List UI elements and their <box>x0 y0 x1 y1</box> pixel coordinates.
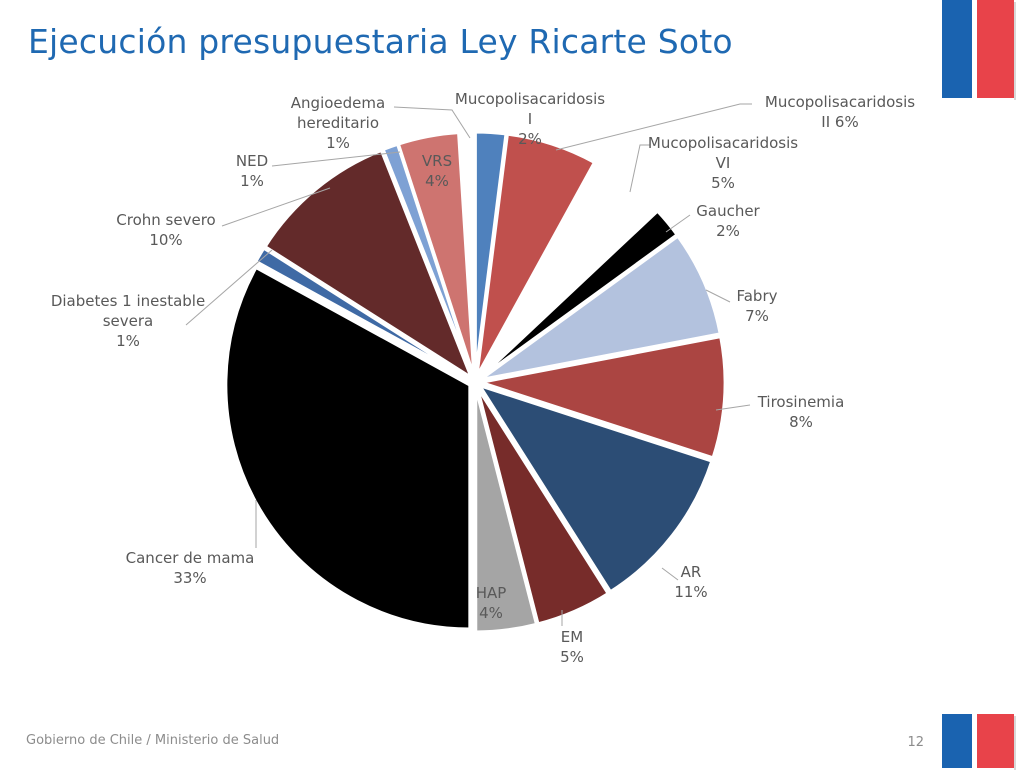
chile-flag-stripe-bottom <box>942 714 1016 770</box>
leader-line <box>705 289 731 303</box>
data-label-tirosinemia: Tirosinemia 8% <box>757 393 845 431</box>
data-label-line: severa <box>103 312 154 330</box>
data-label-line: Mucopolisacaridosis <box>765 93 915 111</box>
data-label-line: 2% <box>518 130 542 148</box>
flag-shadow <box>1014 2 1016 100</box>
data-label-line: 33% <box>173 569 206 587</box>
pie-slice-diabetes-1-inestable-severa <box>254 246 472 381</box>
data-label-line: 10% <box>149 231 182 249</box>
data-label-gaucher: Gaucher 2% <box>696 202 760 240</box>
leader-line <box>715 404 751 411</box>
data-label-line: Fabry <box>736 287 777 305</box>
data-label-line: 4% <box>479 604 503 622</box>
data-label-mucopolisacaridosis-vi: Mucopolisacaridosis VI 5% <box>648 134 798 192</box>
data-label-line: 8% <box>789 413 813 431</box>
data-label-cancer-de-mama: Cancer de mama 33% <box>126 549 255 587</box>
pie-slice-cancer-de-mama <box>224 266 472 631</box>
data-label-line: Crohn severo <box>116 211 215 229</box>
data-label-line: VRS <box>422 152 452 170</box>
flag-blue-bar <box>942 0 972 98</box>
data-label-line: 5% <box>560 648 584 666</box>
data-label-line: Mucopolisacaridosis <box>455 90 605 108</box>
pie-slice-fabry <box>479 234 722 382</box>
pie-slice-angioedema-hereditario <box>457 130 477 378</box>
pie-slice-ar <box>478 384 714 594</box>
data-label-mucopolisacaridosis-i: Mucopolisacaridosis I 2% <box>455 90 605 148</box>
page-number: 12 <box>907 735 924 750</box>
leader-line <box>393 106 471 139</box>
data-label-line: 1% <box>326 134 350 152</box>
data-label-line: 2% <box>716 222 740 240</box>
data-label-line: 4% <box>425 172 449 190</box>
data-label-angioedema-hereditario: Angioedema hereditario 1% <box>291 94 385 152</box>
data-label-fabry: Fabry 7% <box>736 287 777 325</box>
data-label-line: AR <box>681 563 702 581</box>
data-label-em: EM 5% <box>560 628 584 666</box>
data-label-line: Cancer de mama <box>126 549 255 567</box>
data-label-line: I <box>528 110 532 128</box>
data-label-line: EM <box>561 628 583 646</box>
flag-blue-bar <box>942 714 972 768</box>
data-label-line: Diabetes 1 inestable <box>51 292 205 310</box>
data-label-mucopolisacaridosis-ii: Mucopolisacaridosis II 6% <box>765 93 915 131</box>
data-label-line: 1% <box>240 172 264 190</box>
flag-red-bar <box>977 0 1014 98</box>
pie-slice-crohn-severo <box>263 149 473 379</box>
data-label-ar: AR 11% <box>674 563 707 601</box>
data-label-hap: HAP 4% <box>476 584 507 622</box>
data-label-diabetes-1-inestable-severa: Diabetes 1 inestable severa 1% <box>51 292 205 350</box>
data-label-crohn-severo: Crohn severo 10% <box>116 211 215 249</box>
data-label-line: II 6% <box>821 113 858 131</box>
data-label-line: HAP <box>476 584 507 602</box>
pie-slice-tirosinemia <box>479 335 727 460</box>
leader-line <box>271 151 401 167</box>
data-label-line: 11% <box>674 583 707 601</box>
data-label-line: 7% <box>745 307 769 325</box>
data-label-ned: NED 1% <box>236 152 268 190</box>
flag-white-gap <box>972 714 977 768</box>
pie-slice-hap <box>474 386 538 634</box>
leader-line <box>555 103 752 151</box>
flag-white-gap <box>972 0 977 98</box>
data-label-vrs: VRS 4% <box>422 152 452 190</box>
data-label-line: NED <box>236 152 268 170</box>
data-label-line: VI <box>716 154 731 172</box>
data-label-line: Mucopolisacaridosis <box>648 134 798 152</box>
chile-flag-stripe-top <box>942 0 1016 100</box>
leader-line <box>221 187 331 227</box>
leader-line <box>665 214 691 233</box>
slide-title: Ejecución presupuestaria Ley Ricarte Sot… <box>28 22 733 61</box>
leader-line <box>629 144 650 193</box>
data-label-line: Tirosinemia <box>757 393 845 411</box>
footer-credit: Gobierno de Chile / Ministerio de Salud <box>26 733 280 748</box>
leader-line <box>185 249 273 326</box>
data-label-line: 1% <box>116 332 140 350</box>
data-label-line: 5% <box>711 174 735 192</box>
flag-shadow <box>1014 716 1016 770</box>
pie-slice-gaucher <box>478 209 679 380</box>
data-label-line: hereditario <box>297 114 379 132</box>
data-label-line: Gaucher <box>696 202 760 220</box>
pie-slice-em <box>475 386 610 626</box>
flag-red-bar <box>977 714 1014 768</box>
data-label-line: Angioedema <box>291 94 385 112</box>
leader-line <box>661 567 679 581</box>
pie-slice-mucopolisacaridosis-ii <box>475 132 596 378</box>
